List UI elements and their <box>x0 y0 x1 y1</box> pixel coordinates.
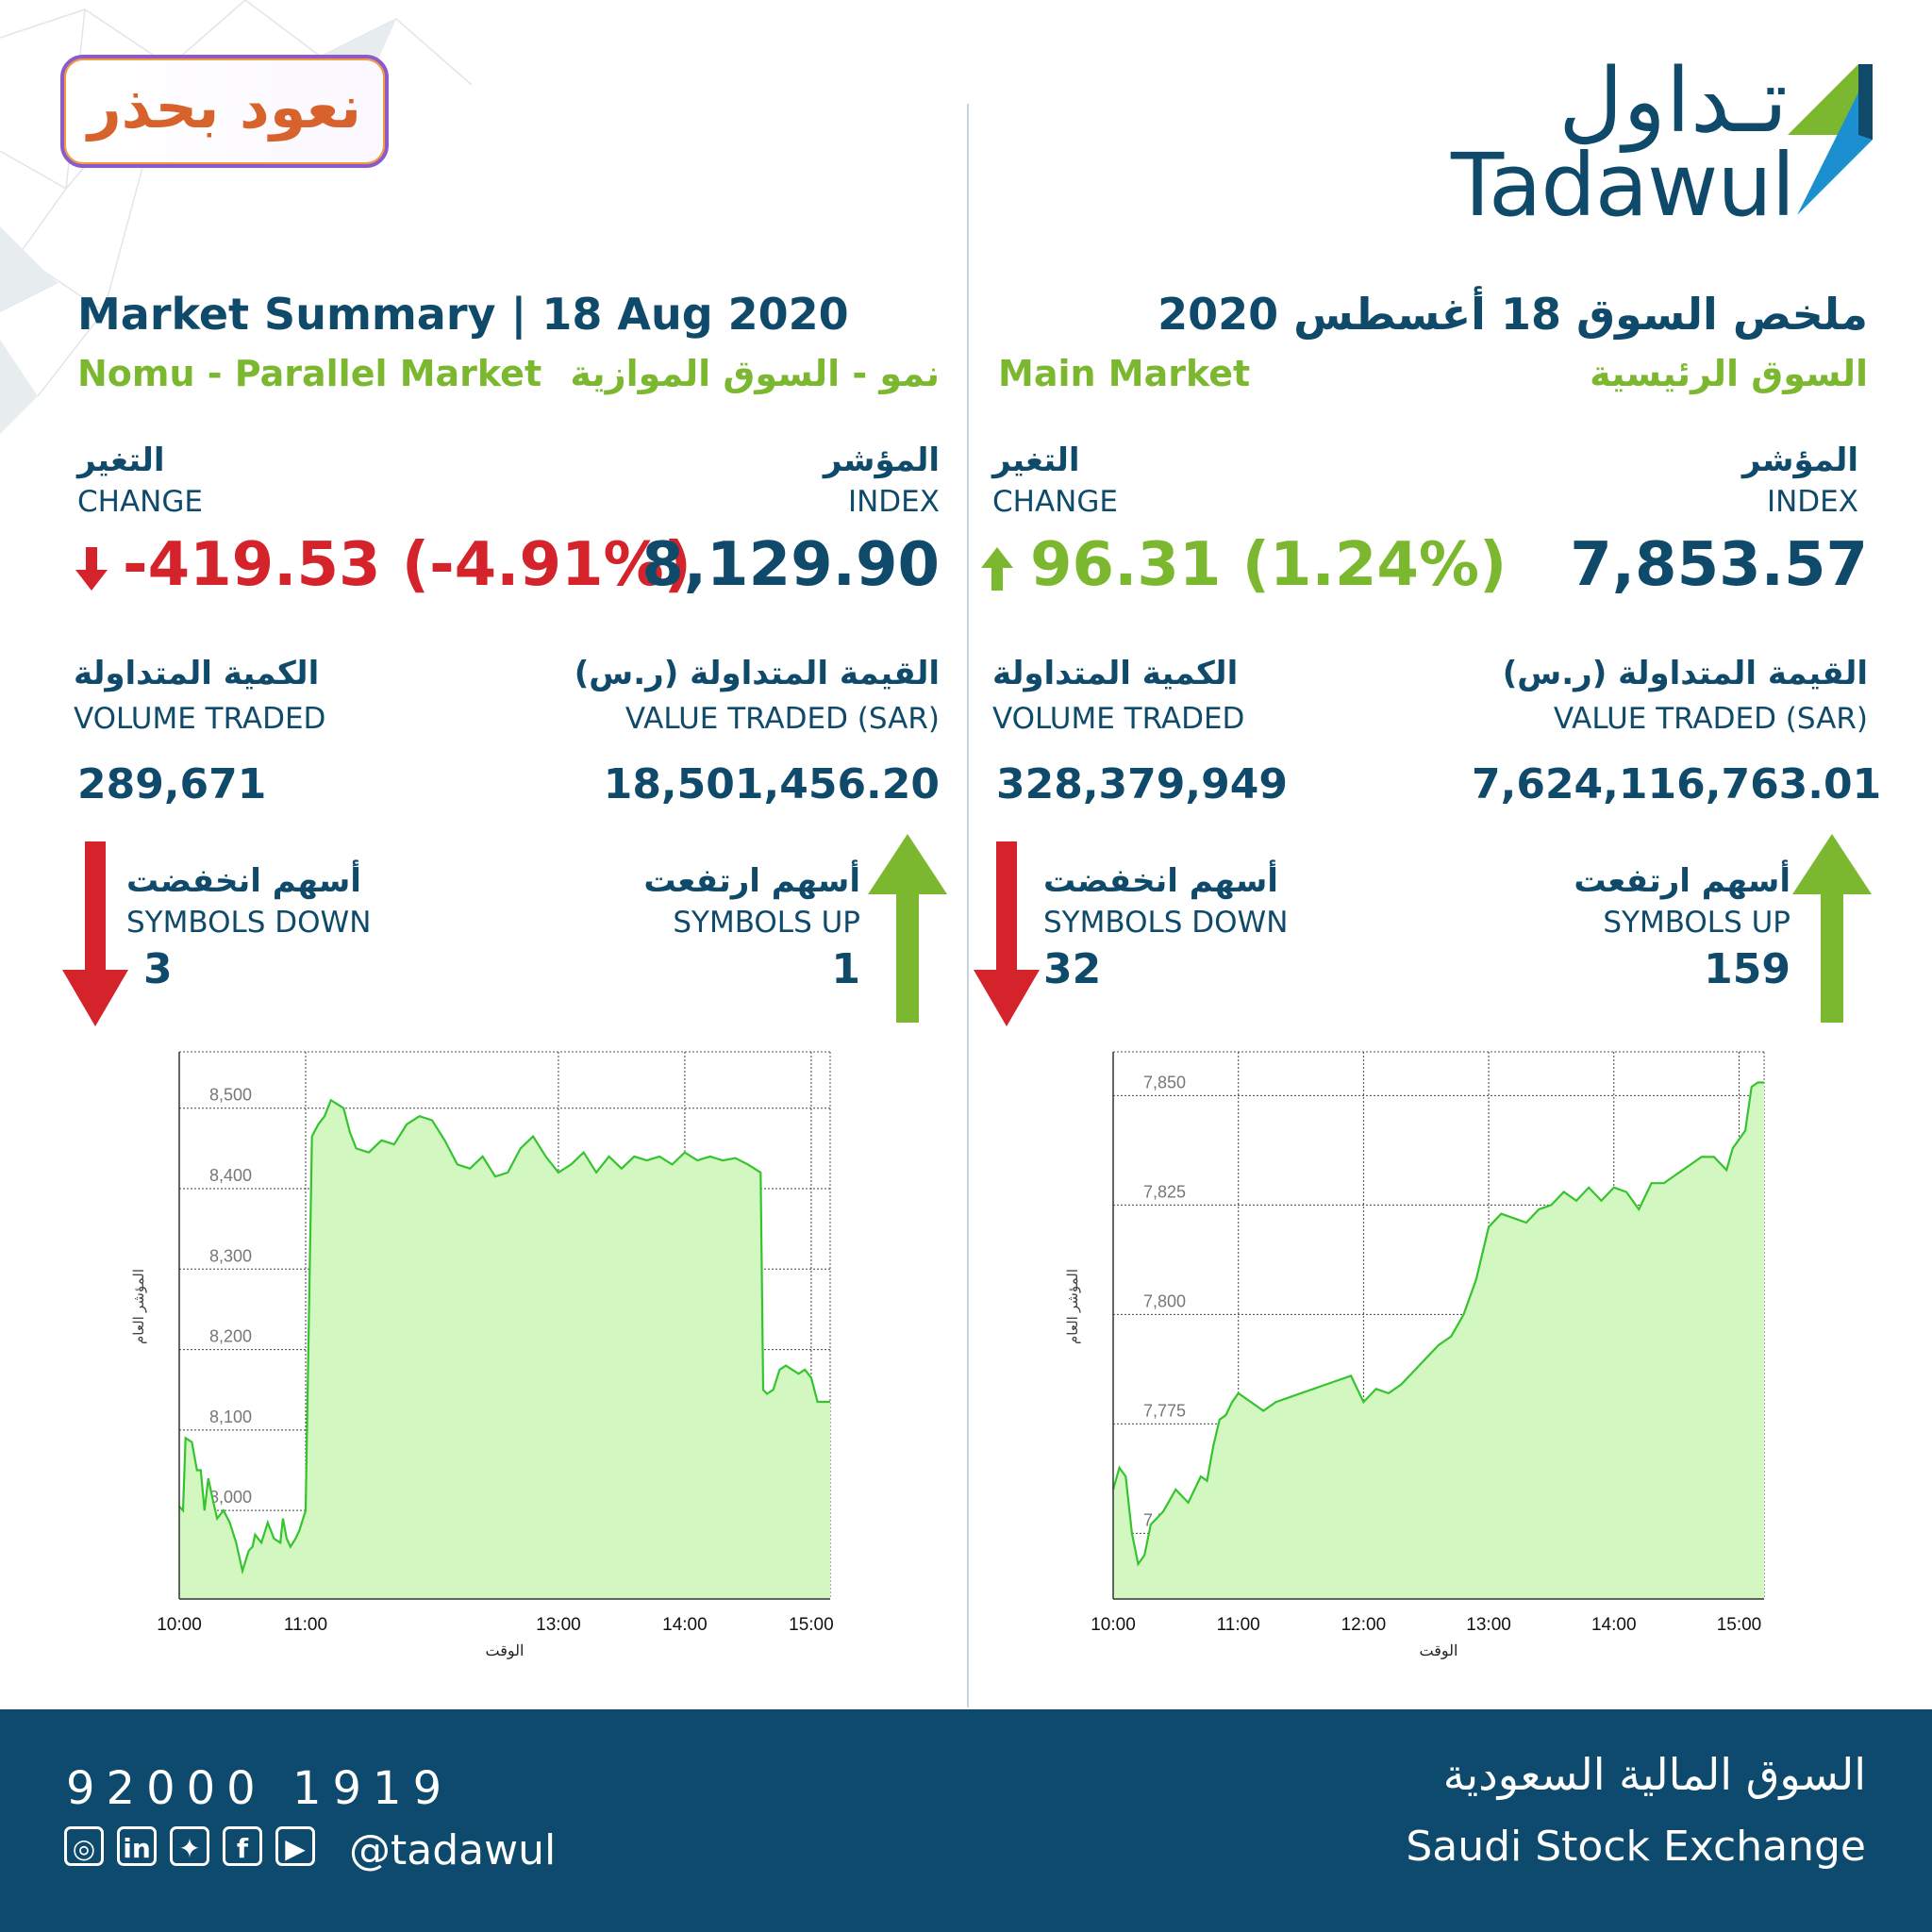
x-tick-label: 11:00 <box>1217 1615 1260 1635</box>
y-tick-label: 8,200 <box>209 1327 252 1346</box>
main-index-value: 7,853.57 <box>1570 530 1868 600</box>
phone-number: 92000 1919 <box>66 1762 454 1815</box>
x-tick-label: 14:00 <box>1591 1615 1637 1635</box>
symbols-down-arrow-icon <box>974 841 1040 1026</box>
main-up-label-ar: أسهم ارتفعت <box>1574 862 1790 900</box>
y-tick-label: 7,800 <box>1143 1291 1186 1310</box>
main-change-value: 96.31 (1.24%) <box>1030 530 1507 600</box>
main-market-en: Main Market <box>998 353 1251 394</box>
arrow-up-icon <box>981 547 1013 591</box>
main-change-label-en: CHANGE <box>992 485 1118 519</box>
main-index-chart: 7,7507,7757,8007,8257,85010:0011:0012:00… <box>1065 1051 1765 1659</box>
nomu-change-label-ar: التغير <box>77 441 165 479</box>
symbols-up-arrow-icon <box>868 834 947 1023</box>
youtube-icon[interactable]: ▶ <box>275 1826 315 1866</box>
main-market-ar: السوق الرئيسية <box>1590 353 1868 394</box>
nomu-volume-value: 289,671 <box>77 760 267 808</box>
main-up-label-en: SYMBOLS UP <box>1603 906 1790 940</box>
x-tick-label: 11:00 <box>284 1615 327 1635</box>
nomu-up-value: 1 <box>831 945 860 993</box>
nomu-change-label-en: CHANGE <box>77 485 203 519</box>
main-down-label-en: SYMBOLS DOWN <box>1043 906 1289 940</box>
logo-english: Tadawul <box>1451 135 1795 236</box>
y-tick-label: 7,775 <box>1143 1401 1186 1420</box>
main-up-value: 159 <box>1704 945 1790 993</box>
main-value-label-en: VALUE TRADED (SAR) <box>1553 702 1868 736</box>
y-tick-label: 7,825 <box>1143 1182 1186 1201</box>
logo-arabic: تـداول <box>1558 50 1788 153</box>
x-tick-label: 10:00 <box>1091 1615 1136 1635</box>
instagram-icon[interactable]: ◎ <box>64 1826 104 1866</box>
main-index-label-ar: المؤشر <box>1741 441 1858 479</box>
y-tick-label: 8,300 <box>209 1246 252 1265</box>
y-tick-label: 8,000 <box>209 1488 252 1507</box>
main-volume-value: 328,379,949 <box>996 760 1288 808</box>
nomu-value-label-ar: القيمة المتداولة (ر.س) <box>574 655 940 692</box>
nomu-down-label-ar: أسهم انخفضت <box>126 862 361 900</box>
nomu-index-label-en: INDEX <box>847 485 940 519</box>
exchange-name-en: Saudi Stock Exchange <box>1406 1823 1866 1871</box>
column-divider <box>967 104 969 1707</box>
main-index-label-en: INDEX <box>1766 485 1858 519</box>
x-tick-label: 13:00 <box>1466 1615 1511 1635</box>
nomu-heading: Market Summary | 18 Aug 2020 <box>77 289 849 340</box>
y-tick-label: 8,400 <box>209 1166 252 1185</box>
y-tick-label: 7,850 <box>1143 1073 1186 1091</box>
main-change-label-ar: التغير <box>992 441 1080 479</box>
main-down-label-ar: أسهم انخفضت <box>1043 862 1278 900</box>
nomu-down-value: 3 <box>143 945 173 993</box>
nomu-index-chart: 8,000 8,100 8,200 8,300 8,400 8,500 10:00 11:00… <box>131 1051 834 1659</box>
facebook-icon[interactable]: f <box>223 1826 262 1866</box>
campaign-badge: نعود بحذر <box>60 55 389 168</box>
series-line <box>1111 1081 1764 1567</box>
x-axis-title: الوقت <box>486 1643 525 1659</box>
x-tick-label: 10:00 <box>157 1615 202 1635</box>
x-axis-title: الوقت <box>1420 1643 1458 1659</box>
main-value-value: 7,624,116,763.01 <box>1472 760 1882 808</box>
symbols-down-arrow-icon <box>62 841 128 1026</box>
nomu-value-label-en: VALUE TRADED (SAR) <box>625 702 940 736</box>
nomu-index-label-ar: المؤشر <box>823 441 940 479</box>
x-tick-label: 15:00 <box>1717 1615 1762 1635</box>
footer: 92000 1919 ◎ in ✦ f ▶ @tadawul السوق المالية… <box>0 1709 1932 1932</box>
symbols-up-arrow-icon <box>1792 834 1872 1023</box>
series-line <box>178 1098 830 1575</box>
series-area <box>1113 1082 1764 1599</box>
series-area <box>179 1100 830 1599</box>
nomu-up-label-en: SYMBOLS UP <box>673 906 860 940</box>
campaign-badge-text: نعود بحذر <box>87 73 362 142</box>
linkedin-icon[interactable]: in <box>117 1826 157 1866</box>
main-volume-label-en: VOLUME TRADED <box>992 702 1245 736</box>
y-tick-label: 8,500 <box>209 1086 252 1105</box>
nomu-value-value: 18,501,456.20 <box>603 760 940 808</box>
social-handle[interactable]: @tadawul <box>349 1826 557 1874</box>
y-axis-title: المؤشر العام <box>1065 1269 1081 1344</box>
y-tick-label: 8,100 <box>209 1407 252 1426</box>
exchange-name-ar: السوق المالية السعودية <box>1442 1749 1866 1800</box>
main-heading: ملخص السوق 18 أغسطس 2020 <box>1158 289 1868 340</box>
main-value-label-ar: القيمة المتداولة (ر.س) <box>1502 655 1868 692</box>
x-tick-label: 14:00 <box>662 1615 708 1635</box>
nomu-down-label-en: SYMBOLS DOWN <box>126 906 372 940</box>
nomu-index-value: 8,129.90 <box>641 530 940 600</box>
x-tick-label: 12:00 <box>1341 1615 1387 1635</box>
nomu-up-label-ar: أسهم ارتفعت <box>643 862 860 900</box>
nomu-change-value: -419.53 (-4.91%) <box>123 530 691 600</box>
main-volume-label-ar: الكمية المتداولة <box>992 655 1239 692</box>
nomu-volume-label-ar: الكمية المتداولة <box>74 655 320 692</box>
nomu-market-ar: نمو - السوق الموازية <box>570 353 940 394</box>
twitter-icon[interactable]: ✦ <box>170 1826 209 1866</box>
nomu-market-en: Nomu - Parallel Market <box>77 353 542 394</box>
main-down-value: 32 <box>1043 945 1102 993</box>
tadawul-logo-mark <box>1788 64 1873 215</box>
social-icons: ◎ in ✦ f ▶ <box>64 1826 328 1872</box>
nomu-volume-label-en: VOLUME TRADED <box>74 702 326 736</box>
y-axis-title: المؤشر العام <box>131 1269 147 1344</box>
x-tick-label: 13:00 <box>536 1615 581 1635</box>
x-tick-label: 15:00 <box>789 1615 834 1635</box>
arrow-down-icon <box>75 547 108 591</box>
